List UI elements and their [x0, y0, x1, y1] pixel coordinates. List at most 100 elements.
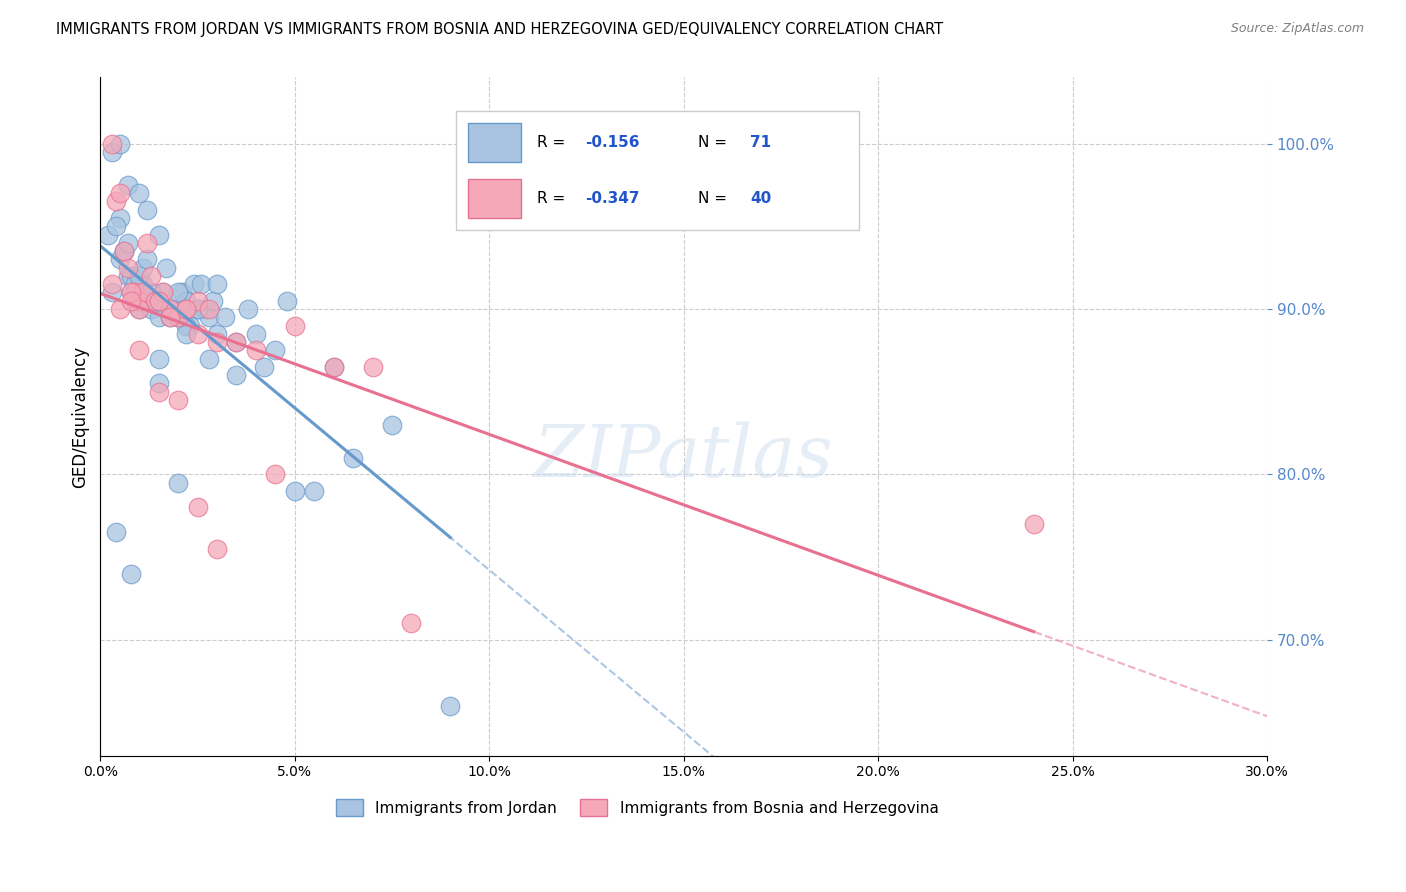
Point: [152, 285, 174, 300]
Point: [187, 326, 209, 341]
Point: [1022, 516, 1045, 531]
Point: [148, 293, 170, 308]
Point: [174, 301, 197, 316]
Point: [401, 616, 423, 631]
Legend: Immigrants from Jordan, Immigrants from Bosnia and Herzegovina: Immigrants from Jordan, Immigrants from …: [329, 793, 945, 822]
Point: [108, 186, 131, 201]
Point: [198, 301, 221, 316]
Point: [124, 277, 146, 292]
Point: [139, 268, 162, 283]
Point: [174, 301, 197, 316]
Point: [101, 145, 124, 159]
Point: [148, 227, 170, 242]
Point: [225, 334, 247, 349]
Point: [112, 244, 135, 259]
Point: [187, 293, 209, 308]
Point: [121, 566, 143, 581]
Point: [117, 178, 139, 192]
Point: [108, 301, 131, 316]
Point: [128, 343, 150, 358]
Point: [245, 343, 267, 358]
Point: [132, 277, 155, 292]
Point: [245, 326, 267, 341]
Point: [112, 244, 135, 259]
Point: [322, 359, 344, 374]
Point: [139, 285, 162, 300]
Point: [284, 483, 307, 498]
Point: [112, 244, 135, 259]
Point: [117, 268, 139, 283]
Point: [205, 334, 228, 349]
Point: [148, 293, 170, 308]
Point: [187, 301, 209, 316]
Point: [167, 392, 190, 407]
Point: [101, 285, 124, 300]
Point: [108, 136, 131, 151]
Point: [190, 277, 212, 292]
Point: [264, 467, 287, 482]
Point: [104, 219, 127, 234]
Point: [121, 285, 143, 300]
Point: [148, 351, 170, 366]
Point: [136, 252, 159, 267]
Point: [108, 211, 131, 225]
Point: [121, 268, 143, 283]
Point: [128, 293, 150, 308]
Point: [170, 285, 193, 300]
Point: [143, 293, 166, 308]
Point: [225, 334, 247, 349]
Point: [183, 277, 205, 292]
Point: [128, 186, 150, 201]
Point: [148, 310, 170, 325]
Point: [128, 301, 150, 316]
Point: [198, 351, 221, 366]
Point: [174, 326, 197, 341]
Point: [167, 475, 190, 490]
Point: [139, 301, 162, 316]
Point: [179, 318, 201, 333]
Point: [155, 260, 177, 275]
Point: [342, 450, 364, 465]
Point: [128, 301, 150, 316]
Point: [124, 293, 146, 308]
Point: [143, 293, 166, 308]
Point: [202, 293, 225, 308]
Point: [159, 310, 181, 325]
Point: [439, 698, 461, 713]
Point: [132, 285, 155, 300]
Point: [381, 417, 404, 432]
Point: [174, 293, 197, 308]
Point: [117, 235, 139, 250]
Point: [163, 301, 186, 316]
Point: [148, 376, 170, 391]
Point: [104, 525, 127, 540]
Point: [225, 368, 247, 383]
Point: [198, 310, 221, 325]
Point: [159, 301, 181, 316]
Point: [205, 277, 228, 292]
Y-axis label: GED/Equivalency: GED/Equivalency: [72, 345, 89, 488]
Point: [236, 301, 259, 316]
Point: [108, 252, 131, 267]
Text: ZIPatlas: ZIPatlas: [534, 422, 834, 492]
Point: [214, 310, 236, 325]
Point: [284, 318, 307, 333]
Point: [253, 359, 276, 374]
Point: [97, 227, 120, 242]
Text: Source: ZipAtlas.com: Source: ZipAtlas.com: [1230, 22, 1364, 36]
Point: [121, 293, 143, 308]
Point: [187, 301, 209, 316]
Point: [104, 194, 127, 209]
Point: [155, 301, 177, 316]
Point: [205, 326, 228, 341]
Point: [132, 260, 155, 275]
Point: [167, 285, 190, 300]
Point: [117, 260, 139, 275]
Point: [322, 359, 344, 374]
Point: [264, 343, 287, 358]
Point: [194, 301, 217, 316]
Text: IMMIGRANTS FROM JORDAN VS IMMIGRANTS FROM BOSNIA AND HERZEGOVINA GED/EQUIVALENCY: IMMIGRANTS FROM JORDAN VS IMMIGRANTS FRO…: [56, 22, 943, 37]
Point: [124, 285, 146, 300]
Point: [205, 541, 228, 556]
Point: [136, 235, 159, 250]
